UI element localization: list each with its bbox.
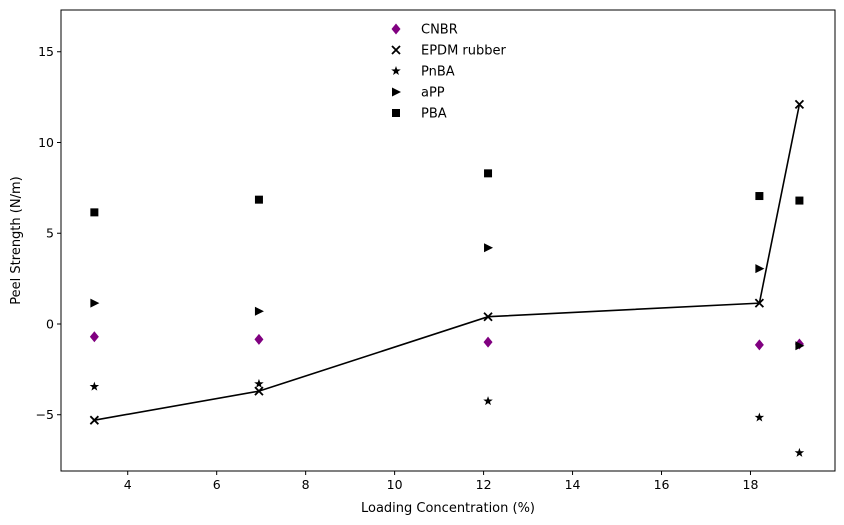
data-point: [254, 378, 264, 388]
legend-marker: [392, 87, 401, 97]
y-tick-label: 15: [38, 44, 54, 59]
data-point: [794, 99, 805, 110]
series-epdm-rubber: [89, 99, 805, 425]
x-axis-label: Loading Concentration (%): [361, 501, 535, 516]
series-cnbr: [89, 331, 804, 351]
data-point: [483, 396, 493, 406]
data-point: [254, 195, 263, 204]
data-point: [755, 192, 764, 201]
series-pnba: [89, 378, 805, 457]
data-point: [795, 341, 805, 351]
y-tick-label: 5: [46, 226, 54, 241]
data-point: [254, 333, 264, 345]
x-tick-label: 14: [565, 477, 581, 492]
data-point: [90, 208, 99, 217]
data-point: [89, 331, 99, 343]
data-point: [484, 243, 494, 253]
x-tick-label: 6: [213, 477, 221, 492]
series-line: [94, 104, 801, 421]
data-point: [795, 196, 804, 205]
data-point: [794, 447, 805, 457]
y-tick-label: 0: [46, 316, 54, 331]
legend-marker: [391, 45, 401, 55]
data-point: [90, 298, 100, 308]
data-point: [484, 169, 493, 178]
legend-marker: [392, 109, 400, 117]
x-tick-label: 4: [124, 477, 132, 492]
y-tick-label: −5: [36, 407, 54, 422]
data-point: [483, 336, 493, 348]
legend: CNBR EPDM rubber PnBA aPP PBA: [391, 23, 506, 122]
series-app: [90, 243, 805, 351]
data-point: [254, 386, 264, 396]
data-point: [755, 264, 765, 274]
data-point: [254, 306, 264, 316]
axis-ticks: 4 6 8 10 12 14 16 18 −5 0 5 10 15: [36, 44, 759, 492]
legend-marker: [391, 23, 401, 35]
x-tick-label: 10: [387, 477, 403, 492]
data-point: [89, 381, 100, 391]
legend-entry-label: PnBA: [421, 65, 455, 80]
legend-entry-label: CNBR: [421, 23, 458, 38]
data-point: [754, 339, 764, 351]
data-point: [89, 415, 99, 425]
legend-entry-label: EPDM rubber: [421, 44, 506, 59]
data-point: [754, 412, 765, 422]
series-pba: [90, 169, 804, 217]
y-tick-label: 10: [38, 135, 54, 150]
data-point: [483, 312, 493, 322]
x-tick-label: 8: [302, 477, 310, 492]
data-point: [754, 298, 765, 308]
data-series: [89, 99, 805, 457]
legend-entry-label: PBA: [421, 107, 447, 122]
x-tick-label: 16: [654, 477, 670, 492]
x-tick-label: 12: [476, 477, 492, 492]
legend-entry-label: aPP: [421, 86, 445, 101]
plot-frame: [60, 9, 836, 472]
x-tick-label: 18: [743, 477, 759, 492]
y-axis-label: Peel Strength (N/m): [9, 176, 24, 304]
legend-marker: [391, 66, 401, 76]
